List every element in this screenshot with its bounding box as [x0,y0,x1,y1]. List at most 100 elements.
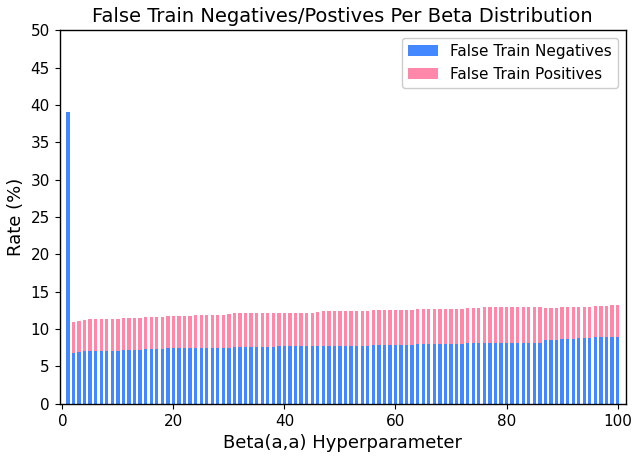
Bar [339,311,342,346]
Bar [211,348,214,404]
Bar [77,352,81,404]
Bar [611,336,614,404]
Bar [188,348,192,404]
Bar [544,308,547,340]
Bar [433,344,436,404]
Bar [205,348,209,404]
Bar [233,313,236,347]
Bar [516,342,519,404]
Bar [383,345,386,404]
Bar [300,346,303,404]
Bar [561,339,564,404]
Bar [388,345,392,404]
Bar [538,342,541,404]
Bar [577,307,580,338]
Bar [449,309,452,344]
Bar [266,313,269,347]
Bar [277,313,280,346]
Bar [561,308,564,339]
Bar [166,316,170,348]
Bar [327,346,330,404]
Bar [355,311,358,346]
Bar [289,346,292,404]
Bar [233,347,236,404]
Bar [333,311,336,346]
Bar [161,317,164,349]
Bar [555,340,558,404]
Bar [161,349,164,404]
Bar [155,349,159,404]
Bar [422,344,425,404]
Bar [172,316,175,348]
Bar [133,350,136,404]
Bar [555,308,558,340]
Bar [527,307,531,342]
Y-axis label: Rate (%): Rate (%) [7,178,25,256]
Bar [549,308,552,340]
Bar [105,351,108,404]
Bar [227,314,230,348]
Bar [566,339,570,404]
Bar [305,346,308,404]
Bar [227,348,230,404]
Bar [405,345,408,404]
Bar [77,321,81,352]
Bar [221,315,225,348]
Bar [200,348,203,404]
Bar [388,310,392,345]
Bar [532,342,536,404]
Bar [194,348,197,404]
Bar [138,350,142,404]
Bar [399,345,403,404]
Bar [460,309,464,344]
Bar [427,309,431,344]
Title: False Train Negatives/Postives Per Beta Distribution: False Train Negatives/Postives Per Beta … [92,7,593,26]
Bar [88,352,92,404]
Bar [72,353,75,404]
Bar [272,313,275,347]
Bar [499,308,502,343]
Bar [477,308,481,343]
Bar [177,348,180,404]
Bar [477,343,481,404]
Bar [88,319,92,352]
Bar [505,308,508,343]
Bar [588,338,591,404]
Bar [372,345,375,404]
Bar [416,344,419,404]
Bar [183,316,186,348]
Bar [483,343,486,404]
Legend: False Train Negatives, False Train Positives: False Train Negatives, False Train Posit… [401,38,618,88]
Bar [427,344,431,404]
Bar [283,346,286,404]
Bar [416,309,419,344]
Bar [455,344,458,404]
Bar [527,342,531,404]
Bar [94,352,97,404]
Bar [616,336,620,404]
Bar [611,305,614,336]
Bar [150,349,153,404]
Bar [238,347,242,404]
Bar [322,311,325,346]
Bar [316,312,319,346]
Bar [344,311,347,346]
Bar [183,348,186,404]
Bar [250,347,253,404]
Bar [289,313,292,346]
Bar [582,307,586,338]
Bar [322,346,325,404]
Bar [127,318,131,350]
Bar [566,308,570,339]
Bar [300,313,303,346]
Bar [72,322,75,353]
Bar [111,319,114,351]
Bar [466,343,469,404]
Bar [377,310,381,345]
Bar [260,313,264,347]
Bar [444,309,447,344]
Bar [122,318,125,350]
Bar [582,338,586,404]
Bar [116,319,120,351]
Bar [122,350,125,404]
